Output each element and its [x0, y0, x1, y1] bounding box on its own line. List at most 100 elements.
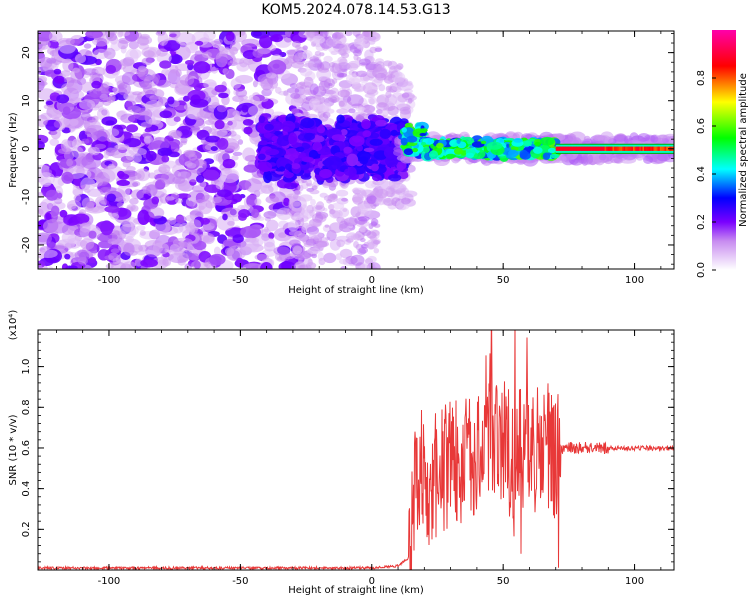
- signal-line-segment: [571, 146, 574, 151]
- heatmap-cell: [83, 43, 92, 49]
- heatmap-cell: [235, 88, 248, 98]
- signal-line-segment: [666, 146, 669, 151]
- heatmap-cell: [508, 149, 519, 158]
- heatmap-cell: [353, 49, 362, 57]
- y-tick-label: 0.8: [21, 399, 32, 415]
- heatmap-cell: [241, 38, 260, 48]
- heatmap-cell: [258, 153, 266, 160]
- heatmap-cell: [301, 88, 311, 95]
- heatmap-cell: [91, 80, 102, 89]
- heatmap-cell: [66, 158, 73, 167]
- signal-line-segment: [610, 146, 614, 151]
- heatmap-cell: [67, 203, 77, 210]
- heatmap-cell: [45, 189, 59, 201]
- heatmap-cell: [292, 245, 303, 255]
- heatmap-cell: [69, 118, 79, 126]
- heatmap-cell: [231, 155, 239, 161]
- heatmap-cell: [378, 84, 386, 92]
- heatmap-cell: [116, 202, 124, 208]
- heatmap-cell: [107, 163, 115, 171]
- heatmap-cell: [38, 263, 43, 269]
- heatmap-cell: [214, 84, 227, 93]
- signal-line-segment: [612, 146, 615, 151]
- heatmap-cell: [263, 132, 272, 138]
- heatmap-cell: [258, 115, 266, 124]
- heatmap-cell: [423, 146, 430, 153]
- heatmap-cell: [291, 163, 301, 170]
- heatmap-cell: [61, 263, 69, 269]
- heatmap-cell: [128, 40, 139, 50]
- heatmap-cell: [263, 211, 277, 219]
- heatmap-cell: [218, 92, 229, 99]
- signal-line-segment: [642, 146, 645, 151]
- heatmap-cell: [216, 104, 227, 113]
- heatmap-cell: [128, 147, 147, 156]
- heatmap-cell: [96, 38, 108, 47]
- heatmap-cell: [215, 51, 228, 68]
- y-tick-label: 1.0: [21, 359, 32, 375]
- heatmap-cell: [265, 72, 277, 79]
- heatmap-cell: [72, 188, 83, 196]
- signal-line-segment: [581, 146, 584, 151]
- heatmap-cell: [193, 260, 201, 269]
- heatmap-cell: [325, 37, 338, 47]
- signal-line-segment: [623, 146, 626, 151]
- heatmap-cell: [243, 57, 254, 66]
- heatmap-cell: [50, 205, 60, 217]
- heatmap-cell: [141, 57, 153, 66]
- heatmap-cell: [193, 120, 206, 129]
- heatmap-cell: [301, 111, 310, 116]
- signal-line-segment: [609, 146, 612, 151]
- heatmap-cell: [46, 57, 57, 64]
- heatmap-cell: [57, 192, 63, 199]
- heatmap-cell: [288, 132, 298, 146]
- signal-line-segment: [596, 146, 599, 151]
- heatmap-cell: [122, 160, 131, 168]
- heatmap-cell: [132, 182, 139, 187]
- signal-line-segment: [563, 146, 566, 151]
- heatmap-cell: [254, 198, 262, 206]
- colorbar-ticks: 0.0 0.2 0.4 0.6 0.8: [696, 70, 716, 278]
- heatmap-cell: [65, 37, 76, 45]
- heatmap-cell: [51, 216, 64, 225]
- signal-line-segment: [558, 146, 562, 151]
- heatmap-cell: [174, 250, 186, 256]
- heatmap-cell: [75, 53, 86, 64]
- heatmap-cell: [402, 154, 416, 164]
- heatmap-cell: [480, 140, 487, 145]
- heatmap-cell: [80, 238, 95, 251]
- heatmap-cell: [257, 161, 273, 172]
- heatmap-cell: [331, 202, 345, 210]
- signal-line-segment: [604, 146, 607, 151]
- signal-line-segment: [582, 146, 585, 151]
- heatmap-cell: [593, 135, 605, 142]
- heatmap-cell: [542, 152, 551, 160]
- heatmap-cell: [189, 43, 198, 51]
- heatmap-cell: [116, 179, 130, 186]
- heatmap-cell: [395, 98, 405, 108]
- heatmap-cell: [323, 55, 333, 63]
- heatmap-cell: [134, 168, 151, 182]
- signal-line-segment: [601, 146, 604, 151]
- heatmap-cell: [356, 56, 362, 62]
- heatmap-cell: [358, 264, 370, 269]
- heatmap-cell: [506, 143, 510, 148]
- heatmap-cell: [242, 119, 254, 126]
- heatmap-cell: [188, 219, 202, 231]
- heatmap-cell: [251, 208, 260, 218]
- heatmap-cell: [158, 164, 171, 174]
- heatmap-cell: [364, 106, 375, 114]
- heatmap-cell: [127, 175, 136, 181]
- heatmap-cell: [283, 197, 290, 207]
- heatmap-cell: [202, 169, 220, 181]
- signal-line-segment: [565, 146, 568, 151]
- heatmap-cell: [49, 138, 60, 146]
- heatmap-cell: [250, 95, 260, 105]
- heatmap-cell: [326, 31, 334, 36]
- heatmap-cell: [100, 220, 114, 236]
- heatmap-cell: [38, 114, 48, 128]
- heatmap-cell: [349, 135, 365, 147]
- heatmap-cell: [119, 223, 137, 240]
- heatmap-cell: [290, 108, 300, 114]
